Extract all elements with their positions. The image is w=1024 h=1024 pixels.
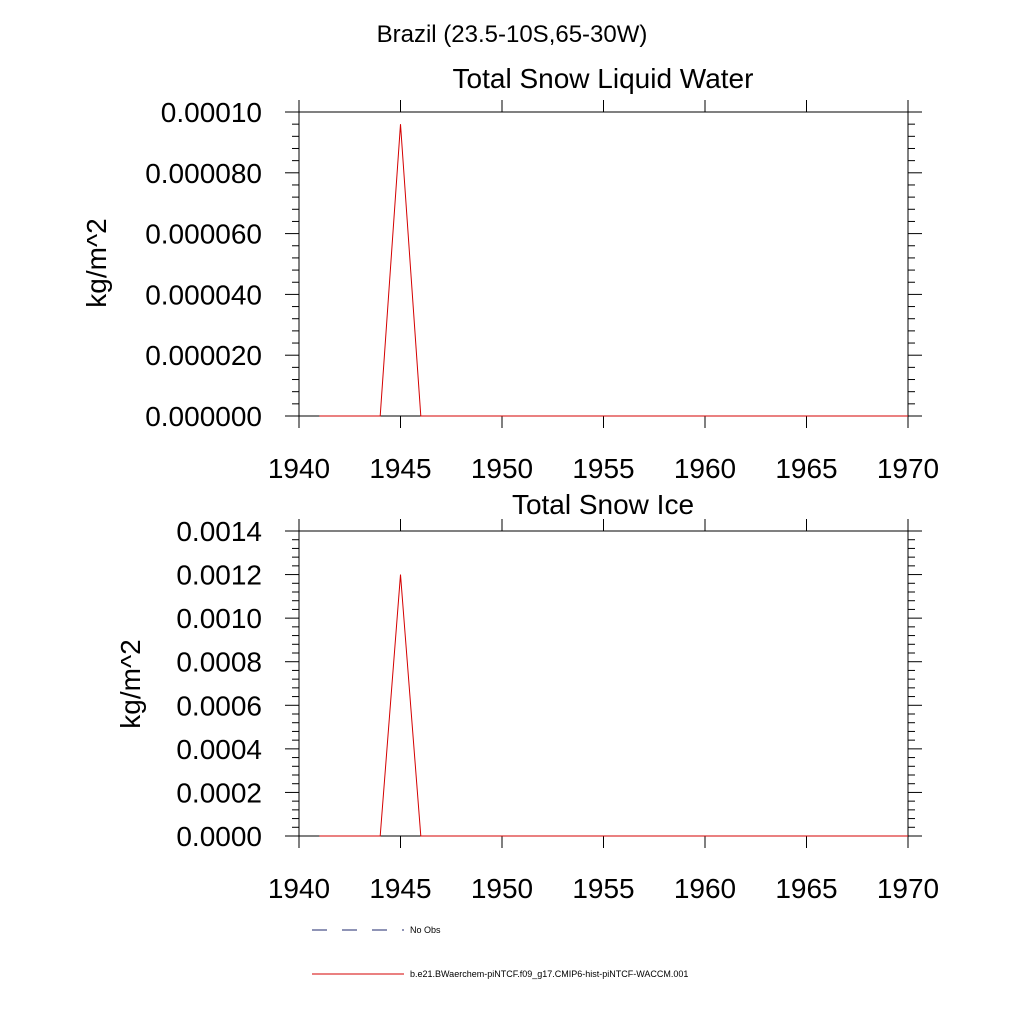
legend-label-model: b.e21.BWaerchem-piNTCF.f09_g17.CMIP6-his… — [410, 969, 688, 979]
x-tick-label: 1960 — [674, 453, 736, 484]
x-tick-label: 1955 — [572, 453, 634, 484]
y-tick-label: 0.000000 — [145, 401, 262, 432]
plot-frame — [298, 530, 909, 837]
x-tick-label: 1970 — [877, 453, 939, 484]
x-tick-label: 1950 — [471, 453, 533, 484]
y-tick-label: 0.0006 — [176, 690, 262, 721]
x-tick-label: 1960 — [674, 873, 736, 904]
y-tick-label: 0.0004 — [176, 734, 262, 765]
y-axis-label: kg/m^2 — [115, 639, 146, 728]
x-tick-label: 1955 — [572, 873, 634, 904]
y-tick-label: 0.0014 — [176, 516, 262, 547]
panel-title: Total Snow Liquid Water — [453, 63, 754, 94]
y-tick-label: 0.0002 — [176, 777, 262, 808]
series-line — [319, 124, 908, 417]
y-tick-label: 0.000020 — [145, 340, 262, 371]
y-axis-label: kg/m^2 — [81, 218, 112, 307]
legend-label-no-obs: No Obs — [410, 925, 441, 935]
x-tick-label: 1940 — [268, 453, 330, 484]
y-tick-label: 0.0008 — [176, 647, 262, 678]
x-tick-label: 1965 — [775, 873, 837, 904]
y-tick-label: 0.00010 — [161, 97, 262, 128]
panel-snow-ice: Total Snow Ice kg/m^2 1940 1945 1950 1955 19… — [115, 489, 939, 904]
panel-title: Total Snow Ice — [512, 489, 694, 520]
x-tick-label: 1945 — [369, 453, 431, 484]
panel-snow-liquid-water: Total Snow Liquid Water kg/m^2 1940 1945 1… — [81, 63, 939, 484]
y-tick-label: 0.000060 — [145, 219, 262, 250]
figure-suptitle: Brazil (23.5-10S,65-30W) — [377, 21, 648, 48]
x-tick-label: 1940 — [268, 873, 330, 904]
x-tick-label: 1965 — [775, 453, 837, 484]
y-tick-label: 0.000080 — [145, 158, 262, 189]
y-tick-label: 0.0012 — [176, 560, 262, 591]
legend: No Obs b.e21.BWaerchem-piNTCF.f09_g17.CM… — [312, 925, 688, 979]
x-tick-label: 1950 — [471, 873, 533, 904]
y-tick-label: 0.0000 — [176, 821, 262, 852]
y-tick-label: 0.0010 — [176, 603, 262, 634]
series-line — [319, 574, 908, 837]
y-tick-label: 0.000040 — [145, 279, 262, 310]
x-tick-label: 1945 — [369, 873, 431, 904]
x-tick-label: 1970 — [877, 873, 939, 904]
